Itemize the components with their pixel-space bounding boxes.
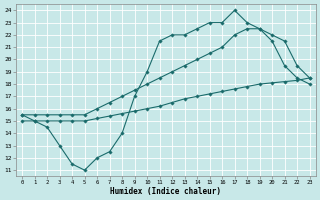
X-axis label: Humidex (Indice chaleur): Humidex (Indice chaleur) bbox=[110, 187, 221, 196]
